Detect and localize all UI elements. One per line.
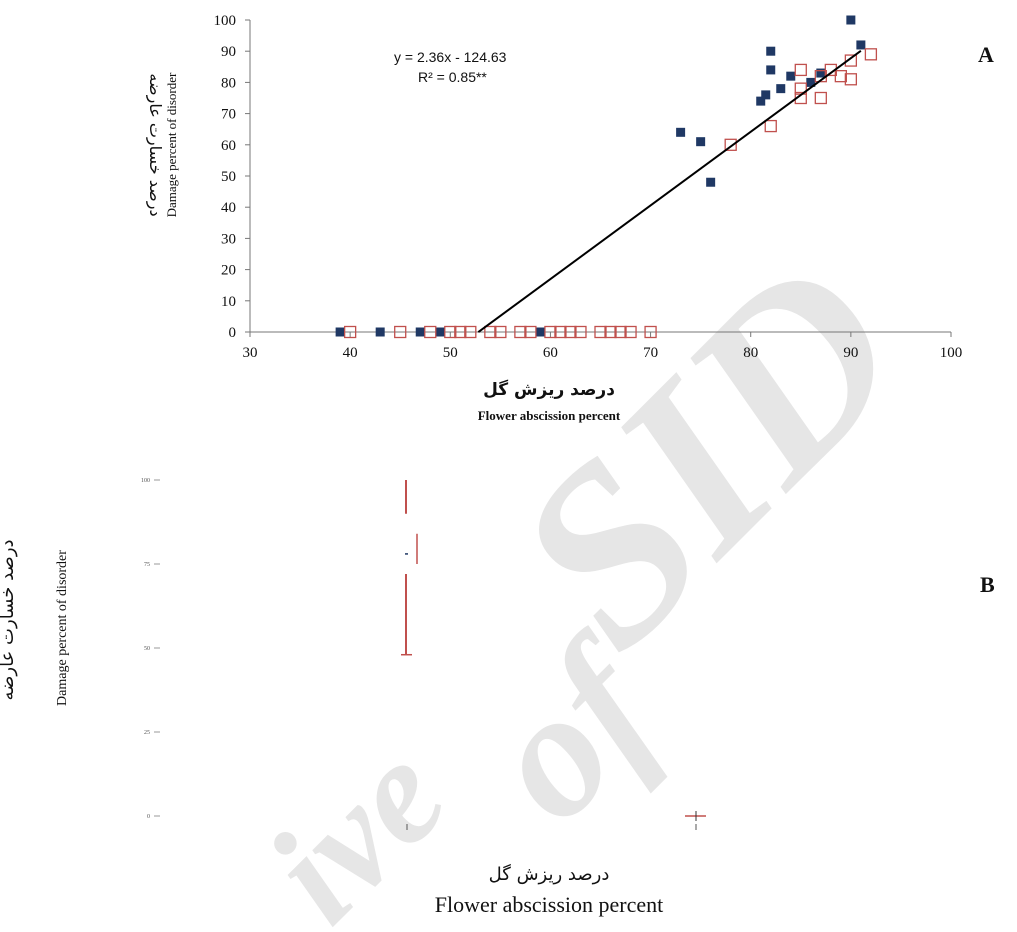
panel-a-chart: A 0 10 20 30 40 50 60 70 80 90 100 30 40 50 60 70 80 90 1… bbox=[145, 13, 994, 423]
filled-square-point bbox=[696, 137, 706, 147]
y-tick-label: 20 bbox=[221, 263, 236, 279]
panel-a-ylabel-en: Damage percent of disorder bbox=[164, 72, 179, 217]
panel-b-letter: B bbox=[980, 572, 995, 597]
y-tick-label: 90 bbox=[221, 44, 236, 60]
open-square-point bbox=[524, 325, 537, 339]
filled-square-point bbox=[856, 40, 866, 50]
filled-square-point bbox=[335, 327, 345, 337]
x-tick-label: 70 bbox=[643, 345, 658, 361]
open-square-point bbox=[554, 325, 567, 339]
open-square-point bbox=[454, 325, 467, 339]
y-tick-label: 30 bbox=[221, 231, 236, 247]
watermark-sid: SID bbox=[463, 208, 954, 699]
x-tick-label: 80 bbox=[743, 345, 758, 361]
filled-square-point bbox=[766, 65, 776, 75]
y-tick-label: 100 bbox=[141, 478, 150, 484]
filled-square-point bbox=[435, 327, 445, 337]
y-tick-label: 40 bbox=[221, 200, 236, 216]
x-tick-label: 60 bbox=[543, 345, 558, 361]
open-square-point bbox=[424, 325, 437, 339]
open-square-point bbox=[464, 325, 477, 339]
filled-square-point bbox=[846, 15, 856, 25]
x-tick-label: 100 bbox=[940, 345, 963, 361]
open-square-point bbox=[864, 48, 878, 61]
panel-b-xlabel-fa: درصد ریزش گل bbox=[489, 863, 610, 885]
panel-a-points bbox=[335, 15, 878, 339]
panel-a-equation: y = 2.36x - 124.63 bbox=[394, 49, 507, 65]
filled-square-point bbox=[786, 71, 796, 81]
y-tick-label: 60 bbox=[221, 138, 236, 154]
y-tick-label: 80 bbox=[221, 75, 236, 91]
open-square-point bbox=[594, 325, 607, 339]
filled-square-point bbox=[375, 327, 385, 337]
x-tick-label: 40 bbox=[343, 345, 358, 361]
filled-square-point bbox=[776, 84, 786, 94]
open-square-point bbox=[794, 63, 807, 77]
filled-square-point bbox=[706, 177, 716, 187]
filled-square-point bbox=[535, 327, 545, 337]
panel-a-ylabel-fa: درصد خسارت عارضه bbox=[145, 73, 165, 216]
x-tick-label: 50 bbox=[443, 345, 458, 361]
panel-a-r-squared: R² = 0.85** bbox=[418, 69, 487, 85]
open-square-point bbox=[834, 70, 847, 83]
x-tick-label: 90 bbox=[843, 345, 858, 361]
y-tick-label: 70 bbox=[221, 107, 236, 123]
panel-a-xlabel-en: Flower abscission percent bbox=[478, 408, 621, 423]
y-tick-label: 10 bbox=[221, 294, 236, 310]
panel-a-letter: A bbox=[978, 42, 994, 67]
panel-b-chart: B 0 25 50 75 100 درصد ریزش گل Flower absciss… bbox=[0, 478, 995, 917]
open-square-point bbox=[724, 138, 737, 151]
panel-a-trendline bbox=[477, 49, 862, 333]
filled-square-point bbox=[676, 127, 686, 137]
panel-b-ylabel-fa: درصد خسارت عارضه bbox=[0, 539, 18, 700]
open-square-point bbox=[604, 325, 617, 339]
open-square-point bbox=[624, 325, 637, 339]
open-square-point bbox=[644, 325, 657, 339]
open-square-point bbox=[574, 325, 587, 339]
y-tick-label: 25 bbox=[144, 730, 150, 736]
panel-b-xlabel-en: Flower abscission percent bbox=[435, 892, 664, 917]
filled-square-point bbox=[766, 46, 776, 56]
panel-a-y-ticks: 0 10 20 30 40 50 60 70 80 90 100 bbox=[214, 13, 250, 341]
open-square-point bbox=[544, 325, 557, 339]
y-tick-label: 0 bbox=[229, 325, 237, 341]
watermark: SID of ive bbox=[236, 208, 954, 932]
open-square-point bbox=[564, 325, 577, 339]
filled-square-point bbox=[761, 90, 771, 100]
panel-b-boxes bbox=[401, 480, 706, 830]
y-tick-label: 0 bbox=[147, 814, 150, 820]
x-tick-label: 30 bbox=[243, 345, 258, 361]
open-square-point bbox=[494, 325, 507, 339]
panel-a-xlabel-fa: درصد ریزش گل bbox=[483, 379, 615, 400]
filled-square-point bbox=[806, 77, 816, 87]
open-square-point bbox=[844, 54, 858, 67]
open-square-point bbox=[614, 325, 627, 339]
open-square-point bbox=[764, 119, 777, 133]
y-tick-label: 50 bbox=[221, 169, 236, 185]
open-square-point bbox=[814, 91, 827, 105]
open-square-point bbox=[484, 325, 497, 339]
panel-a-x-ticks: 30 40 50 60 70 80 90 100 bbox=[243, 332, 963, 361]
y-tick-label: 100 bbox=[214, 13, 237, 29]
open-square-point bbox=[844, 73, 858, 86]
open-square-point bbox=[343, 325, 357, 339]
y-tick-label: 50 bbox=[144, 646, 150, 652]
filled-square-point bbox=[756, 96, 766, 106]
filled-square-point bbox=[415, 327, 425, 337]
filled-square-point bbox=[816, 68, 826, 78]
open-square-point bbox=[444, 325, 457, 339]
open-square-point bbox=[514, 325, 527, 339]
open-square-point bbox=[394, 325, 407, 339]
y-tick-label: 75 bbox=[144, 562, 150, 568]
panel-b-ylabel-en: Damage percent of disorder bbox=[55, 550, 70, 706]
panel-b-y-ticks: 0 25 50 75 100 bbox=[141, 478, 160, 820]
